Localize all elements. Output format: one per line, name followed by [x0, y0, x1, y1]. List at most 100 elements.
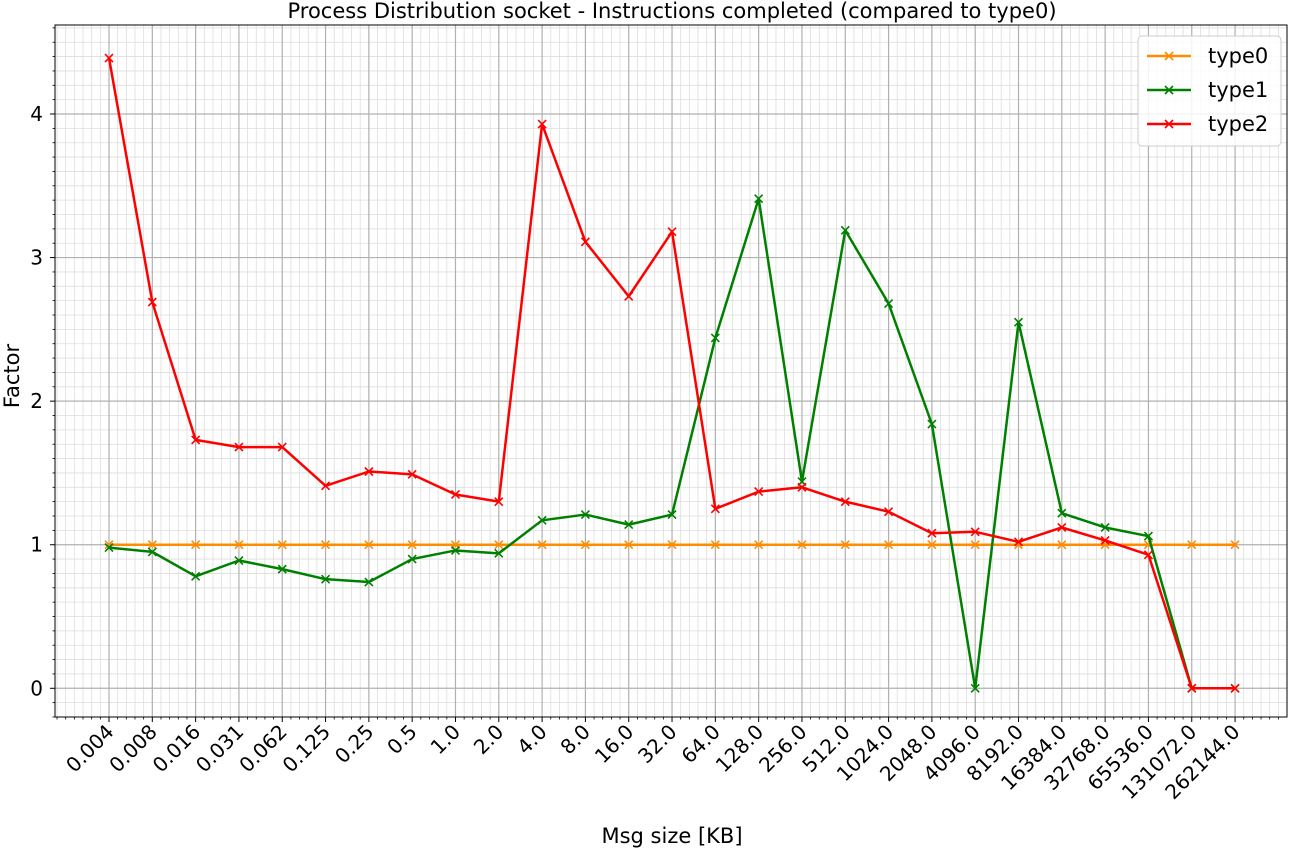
data-point-type0	[840, 540, 850, 550]
data-point-type1	[667, 510, 677, 520]
data-point-type0	[277, 540, 287, 550]
data-point-type1	[234, 555, 244, 566]
y-tick-label: 2	[30, 389, 43, 413]
data-point-type0	[320, 540, 331, 550]
data-point-type2	[147, 297, 157, 307]
data-point-type2	[234, 442, 244, 452]
data-point-type0	[797, 540, 807, 550]
data-point-type2	[710, 504, 720, 514]
data-point-type1	[710, 333, 720, 343]
data-point-type0	[1230, 540, 1240, 550]
legend-label: type0	[1208, 44, 1268, 68]
data-point-type1	[494, 548, 504, 558]
data-point-type2	[191, 435, 201, 445]
series-type2	[104, 53, 1240, 693]
data-point-type2	[580, 237, 590, 247]
data-point-type2	[927, 528, 937, 538]
data-point-type2	[104, 53, 114, 63]
legend-entry-type1: type1	[1147, 78, 1268, 102]
data-point-type2	[797, 482, 807, 492]
axis-ticks	[50, 27, 1279, 722]
data-point-type2	[320, 481, 331, 491]
legend-label: type2	[1208, 112, 1268, 136]
legend: type0 type1 type2	[1137, 35, 1282, 147]
data-point-type0	[147, 540, 157, 550]
y-axis-label: Factor	[0, 344, 24, 409]
legend-label: type1	[1208, 78, 1268, 102]
data-point-type2	[1143, 550, 1154, 560]
data-point-type1	[580, 510, 590, 520]
legend-marker	[1164, 85, 1174, 95]
y-tick-label: 1	[30, 533, 43, 557]
major-grid	[55, 25, 1287, 717]
chart-title: Process Distribution socket - Instructio…	[287, 0, 1056, 23]
data-point-type2	[1230, 683, 1240, 693]
data-point-type1	[537, 515, 547, 525]
data-point-type0	[754, 540, 764, 550]
data-point-type1	[104, 543, 114, 553]
data-point-type1	[450, 545, 461, 556]
data-point-type0	[667, 540, 677, 550]
data-point-type1	[147, 547, 157, 557]
y-tick-label: 4	[30, 102, 43, 126]
data-point-type0	[710, 540, 720, 550]
data-point-type1	[754, 194, 764, 204]
data-point-type1	[191, 571, 201, 581]
data-point-type1	[277, 564, 287, 574]
data-point-type0	[970, 540, 980, 550]
data-point-type1	[840, 225, 850, 235]
data-point-type1	[320, 574, 331, 584]
data-point-type0	[191, 540, 201, 550]
data-point-type2	[667, 227, 677, 237]
data-point-type0	[364, 540, 374, 550]
data-point-type1	[970, 683, 980, 693]
data-point-type0	[1187, 540, 1197, 550]
data-point-type0	[624, 540, 634, 550]
data-point-type1	[884, 298, 894, 309]
data-point-type1	[364, 577, 374, 587]
data-point-type0	[494, 540, 504, 550]
y-tick-label: 0	[30, 676, 43, 700]
data-point-type1	[1057, 508, 1067, 518]
data-point-type0	[1057, 540, 1067, 550]
data-point-type1	[407, 554, 417, 564]
data-point-type2	[494, 497, 504, 507]
plot-frame	[54, 24, 1288, 718]
data-point-type0	[537, 540, 547, 550]
legend-marker	[1164, 119, 1174, 129]
legend-box	[1137, 35, 1282, 147]
data-point-type0	[580, 540, 590, 550]
data-point-type2	[450, 489, 461, 500]
data-point-type1	[1013, 317, 1024, 327]
data-point-type1	[1100, 522, 1110, 533]
x-axis-label: Msg size [KB]	[601, 824, 742, 848]
data-point-type0	[407, 540, 417, 550]
data-point-type2	[754, 487, 764, 497]
legend-entry-type0: type0	[1147, 44, 1268, 68]
data-point-type1	[624, 520, 634, 530]
data-point-type2	[277, 442, 287, 452]
data-point-type2	[537, 119, 547, 129]
data-point-type1	[927, 419, 937, 429]
minor-grid-x	[56, 25, 1279, 717]
legend-marker	[1164, 51, 1174, 61]
legend-entry-type2: type2	[1147, 112, 1268, 136]
data-point-type0	[927, 540, 937, 550]
data-point-type0	[884, 540, 894, 550]
data-point-type2	[970, 527, 980, 537]
data-point-type2	[1013, 537, 1024, 547]
series-layer	[104, 53, 1240, 693]
data-point-type1	[1143, 531, 1154, 541]
y-tick-label: 3	[30, 246, 43, 270]
data-point-type2	[840, 497, 850, 507]
series-type0	[104, 540, 1240, 550]
data-point-type2	[1187, 683, 1197, 693]
data-point-type2	[407, 469, 417, 479]
data-point-type2	[1100, 535, 1110, 545]
data-point-type0	[234, 540, 244, 550]
data-point-type2	[884, 507, 894, 517]
data-point-type2	[364, 466, 374, 477]
data-point-type2	[1057, 522, 1067, 533]
